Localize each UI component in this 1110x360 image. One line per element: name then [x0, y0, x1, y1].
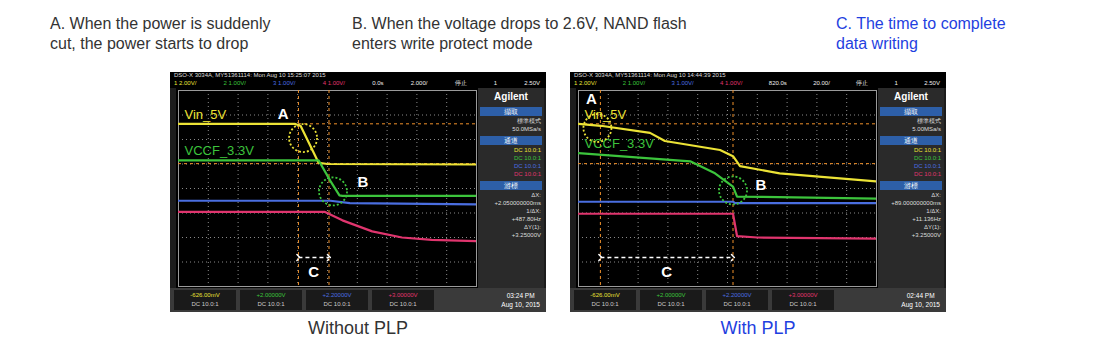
html-text:游標: 游標: [904, 182, 918, 189]
html-text:DC 10.0:1: DC 10.0:1: [257, 301, 285, 307]
html-text:ΔY(1):: ΔY(1):: [524, 224, 541, 230]
html-text:DC 10.0:1: DC 10.0:1: [389, 301, 417, 307]
svg-text:Vin_5V: Vin_5V: [185, 107, 227, 122]
svg-text:A: A: [278, 105, 289, 122]
html-text:DC 10.0:1: DC 10.0:1: [723, 301, 751, 307]
html-text:停止: 停止: [454, 80, 467, 86]
html-text:標準模式: 標準模式: [517, 118, 541, 124]
html-text:DC 10.0:1: DC 10.0:1: [914, 163, 941, 169]
html-text:+2.20000V: +2.20000V: [322, 292, 352, 298]
html-text:擷取: 擷取: [504, 108, 518, 115]
html-text:通道: 通道: [904, 137, 918, 144]
html-text:DC 10.0:1: DC 10.0:1: [514, 147, 541, 153]
html-text:+3.25000V: +3.25000V: [911, 232, 941, 238]
html-text:2 1.00V/: 2 1.00V/: [223, 80, 246, 86]
html-text:50.0MSa/s: 50.0MSa/s: [512, 126, 541, 132]
html-text:DC 10.0:1: DC 10.0:1: [914, 171, 941, 177]
html-text:2.000/: 2.000/: [410, 80, 428, 86]
html-text:1: 1: [894, 80, 898, 86]
html-text:1/ΔX:: 1/ΔX:: [926, 208, 941, 214]
html-text:DC 10.0:1: DC 10.0:1: [789, 301, 817, 307]
html-text:+11.136Hz: +11.136Hz: [912, 216, 941, 222]
html-text:+2.050000000ms: +2.050000000ms: [494, 200, 541, 206]
html-text:+3.00000V: +3.00000V: [788, 292, 818, 298]
html-text:B. When the voltage drops to 2: B. When the voltage drops to 2.6V, NAND …: [352, 15, 687, 52]
svg-text:Vin_5V: Vin_5V: [585, 107, 627, 122]
html-text:DC 10.0:1: DC 10.0:1: [657, 301, 685, 307]
html-text:DC 10.0:1: DC 10.0:1: [191, 301, 219, 307]
html-text:820.0s: 820.0s: [768, 80, 787, 86]
html-text:2.50V: 2.50V: [524, 80, 540, 86]
html-text:ΔX:: ΔX:: [531, 192, 541, 198]
html-text:DC 10.0:1: DC 10.0:1: [591, 301, 619, 307]
html-text:With PLP: With PLP: [720, 318, 796, 338]
html-text:+2.20000V: +2.20000V: [722, 292, 752, 298]
html-text:Agilent: Agilent: [894, 91, 928, 102]
html-text:Without PLP: Without PLP: [308, 318, 408, 338]
html-text:-626.00mV: -626.00mV: [590, 292, 620, 298]
html-text:02:44 PM: 02:44 PM: [906, 292, 935, 299]
html-text:通道: 通道: [504, 137, 518, 144]
svg-text:A: A: [586, 90, 597, 107]
html-text:+3.25000V: +3.25000V: [511, 232, 541, 238]
svg-text:VCCF_3.3V: VCCF_3.3V: [185, 143, 255, 158]
html-text:游標: 游標: [504, 182, 518, 189]
html-text:+2.00000V: +2.00000V: [256, 292, 286, 298]
html-text:A. When the power is suddenly: A. When the power is suddenly cut, the p…: [50, 15, 271, 52]
html-text:0.0s: 0.0s: [372, 80, 384, 86]
html-text:+89.000000000ms: +89.000000000ms: [891, 200, 941, 206]
html-text:4 1.00V/: 4 1.00V/: [720, 80, 743, 86]
html-text:Agilent: Agilent: [494, 91, 528, 102]
html-text:DC 10.0:1: DC 10.0:1: [914, 147, 941, 153]
html-text:1/ΔX:: 1/ΔX:: [526, 208, 541, 214]
html-text:DC 10.0:1: DC 10.0:1: [914, 155, 941, 161]
html-text:停止: 停止: [856, 80, 869, 86]
html-text:5.00MSa/s: 5.00MSa/s: [912, 126, 941, 132]
html-text:Aug 10, 2015: Aug 10, 2015: [501, 301, 540, 308]
html-text:擷取: 擷取: [904, 108, 918, 115]
svg-text:C: C: [308, 263, 319, 280]
html-text:ΔY(1):: ΔY(1):: [924, 224, 941, 230]
html-text:-626.00mV: -626.00mV: [190, 292, 220, 298]
svg-text:VCCF_3.3V: VCCF_3.3V: [585, 136, 655, 151]
html-text:Aug 10, 2015: Aug 10, 2015: [901, 301, 940, 308]
html-text:4 1.00V/: 4 1.00V/: [322, 80, 345, 86]
html-text:ΔX:: ΔX:: [931, 192, 941, 198]
html-text:DC 10.0:1: DC 10.0:1: [514, 163, 541, 169]
html-text:3 1.00V/: 3 1.00V/: [273, 80, 296, 86]
svg-text:C: C: [661, 263, 672, 280]
html-text:+2.00000V: +2.00000V: [656, 292, 686, 298]
html-text:DC 10.0:1: DC 10.0:1: [514, 155, 541, 161]
html-text:1 2.00V/: 1 2.00V/: [574, 80, 597, 86]
html-text:DSO-X 3034A, MY51361114: Mon A: DSO-X 3034A, MY51361114: Mon Aug 10 14:4…: [574, 72, 726, 78]
html-text:1 2.00V/: 1 2.00V/: [174, 80, 197, 86]
html-text:標準模式: 標準模式: [917, 118, 941, 124]
html-text:2 1.00V/: 2 1.00V/: [622, 80, 646, 86]
html-text:2.50V: 2.50V: [924, 80, 940, 86]
html-text:3 1.00V/: 3 1.00V/: [671, 80, 694, 86]
html-text:C. The time to complete data w: C. The time to complete data writing: [836, 15, 1006, 52]
html-text:DC 10.0:1: DC 10.0:1: [514, 171, 541, 177]
html-text:1: 1: [493, 80, 498, 86]
html-text:03:24 PM: 03:24 PM: [506, 292, 535, 299]
svg-text:B: B: [755, 176, 766, 193]
html-text:+487.80Hz: +487.80Hz: [511, 216, 541, 222]
html-text:DSO-X 3034A, MY51361114: Mon A: DSO-X 3034A, MY51361114: Mon Aug 10 15:2…: [174, 72, 326, 78]
html-text:DC 10.0:1: DC 10.0:1: [323, 301, 351, 307]
svg-text:B: B: [357, 173, 368, 190]
html-text:+3.00000V: +3.00000V: [388, 292, 418, 298]
html-text:20.00/: 20.00/: [813, 80, 830, 86]
